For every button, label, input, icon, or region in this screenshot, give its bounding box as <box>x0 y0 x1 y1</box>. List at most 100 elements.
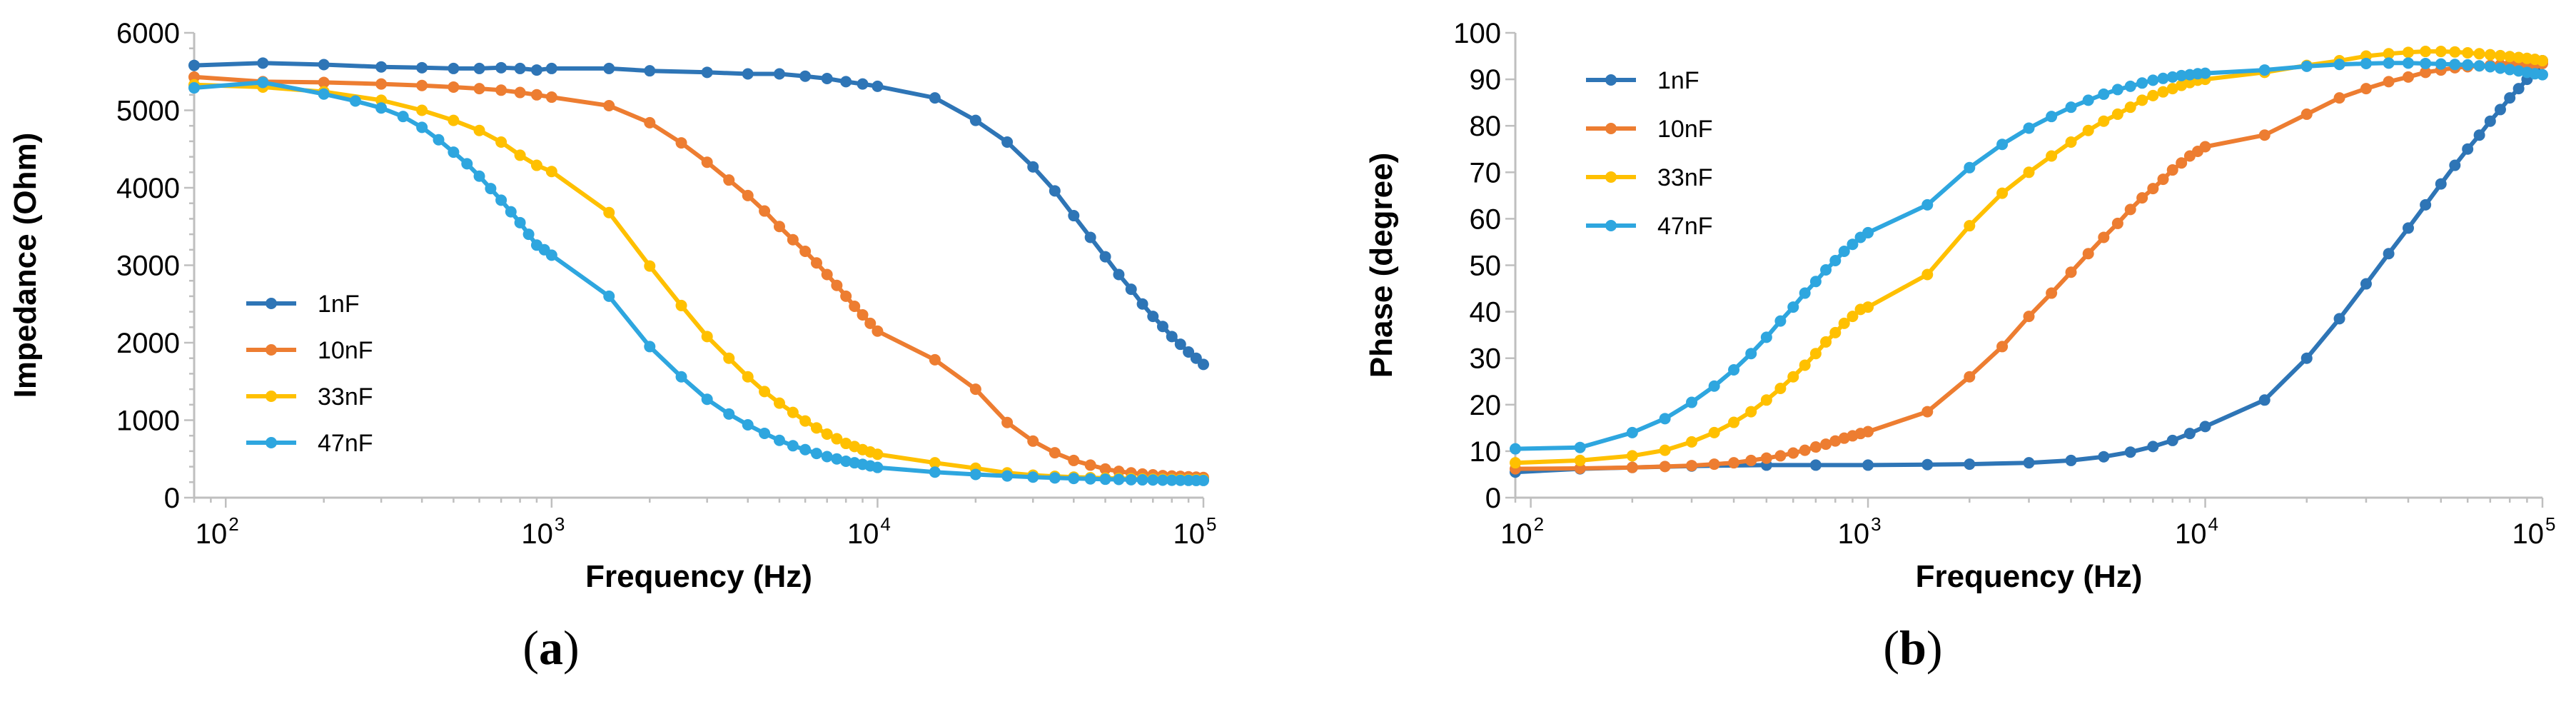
data-point <box>2166 83 2178 95</box>
y-tick-label: 0 <box>1485 483 1501 514</box>
y-tick-label: 100 <box>1453 18 1501 49</box>
data-point <box>1166 331 1178 343</box>
data-point <box>2402 46 2414 59</box>
data-point <box>1809 276 1822 288</box>
data-point <box>1799 444 1811 456</box>
data-point <box>1774 383 1787 395</box>
data-point <box>831 453 843 465</box>
data-point <box>799 245 812 257</box>
data-point <box>448 146 460 159</box>
x-axis-title: Frequency (Hz) <box>1916 559 2143 594</box>
data-point <box>545 62 557 74</box>
data-point <box>1136 298 1148 310</box>
data-point <box>1820 264 1832 276</box>
data-point <box>1125 283 1137 296</box>
data-point <box>857 78 869 90</box>
data-point <box>1921 406 1934 418</box>
series-10nF <box>188 71 1209 483</box>
data-point <box>2098 231 2110 243</box>
data-point <box>1174 338 1186 351</box>
data-point <box>821 73 833 85</box>
data-point <box>1745 406 1757 418</box>
data-point <box>2147 74 2159 86</box>
data-point <box>799 415 812 427</box>
data-point <box>2435 46 2447 58</box>
data-point <box>969 383 981 396</box>
data-point <box>1174 474 1186 486</box>
data-point <box>2300 108 2313 120</box>
data-point <box>1829 435 1842 447</box>
data-point <box>2258 129 2271 141</box>
data-point <box>1147 474 1159 486</box>
data-point <box>1084 473 1096 485</box>
data-point <box>773 221 785 233</box>
data-point <box>864 317 877 329</box>
data-point <box>872 448 884 461</box>
data-point <box>872 80 884 92</box>
data-point <box>821 451 833 463</box>
data-point <box>514 62 526 74</box>
data-point <box>2449 59 2461 71</box>
series-line-33nF <box>192 82 1206 482</box>
data-point <box>1921 268 1934 281</box>
data-point <box>2360 57 2372 69</box>
data-point <box>2023 457 2035 469</box>
data-point <box>2512 83 2525 95</box>
data-point <box>2462 46 2474 59</box>
y-tick-label: 50 <box>1470 251 1502 282</box>
data-point <box>2333 92 2345 104</box>
y-axis-title: Phase (degree) <box>1364 153 1399 378</box>
data-point <box>723 174 735 186</box>
data-point <box>375 61 388 73</box>
data-point <box>545 91 557 104</box>
data-point <box>1626 426 1638 438</box>
data-point <box>773 434 785 446</box>
data-point <box>1084 231 1096 243</box>
y-tick-label: 1000 <box>116 406 180 437</box>
data-point <box>473 83 485 95</box>
data-point <box>1659 444 1671 456</box>
data-point <box>1996 139 2009 151</box>
data-point <box>257 76 269 89</box>
data-point <box>1847 311 1859 323</box>
data-point <box>1745 454 1757 466</box>
data-point <box>188 82 200 94</box>
data-point <box>485 183 497 195</box>
data-point <box>821 428 833 441</box>
data-point <box>1708 380 1720 392</box>
data-point <box>2420 66 2432 79</box>
data-point <box>1964 220 1976 232</box>
data-point <box>2023 122 2035 134</box>
data-point <box>840 456 852 468</box>
data-point <box>2136 192 2148 204</box>
data-point <box>473 62 485 74</box>
data-point <box>2023 166 2035 178</box>
data-point <box>2300 352 2313 364</box>
data-point <box>2462 143 2474 155</box>
data-point <box>1728 363 1740 376</box>
data-point <box>473 170 485 182</box>
panel-label: (b) <box>1883 620 1942 675</box>
data-point <box>1001 470 1014 482</box>
data-point <box>2504 64 2516 76</box>
data-point <box>1708 458 1720 471</box>
data-point <box>929 457 941 469</box>
data-point <box>188 59 200 71</box>
data-point <box>1996 187 2009 199</box>
data-point <box>1686 396 1698 408</box>
data-point <box>969 114 981 126</box>
data-point <box>723 408 735 420</box>
data-point <box>397 111 409 123</box>
data-point <box>799 443 812 456</box>
data-point <box>2166 434 2178 446</box>
data-point <box>742 189 754 201</box>
data-point <box>2512 51 2525 64</box>
data-point <box>1847 238 1859 251</box>
data-point <box>2166 71 2178 83</box>
legend-marker <box>266 344 277 356</box>
data-point <box>2098 115 2110 127</box>
data-point <box>2111 108 2123 120</box>
data-point <box>495 84 507 96</box>
y-tick-label: 4000 <box>116 173 180 204</box>
legend-marker <box>1605 74 1617 86</box>
